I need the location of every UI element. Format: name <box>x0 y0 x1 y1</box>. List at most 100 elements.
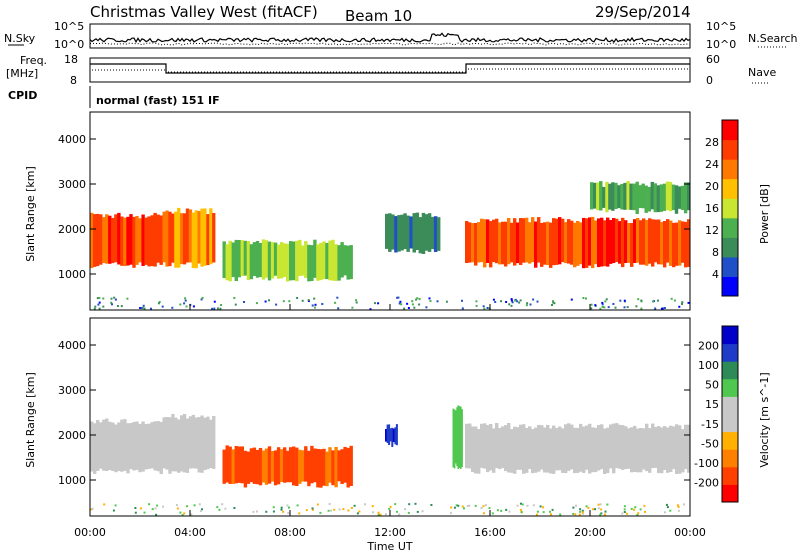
heatmap-cell <box>453 409 456 469</box>
scatter-point <box>521 503 524 506</box>
heatmap-cell <box>273 242 278 276</box>
colorbar-swatch <box>722 178 738 199</box>
heatmap-cell <box>395 424 398 446</box>
heatmap-cell <box>665 181 670 211</box>
heatmap-cell <box>319 449 323 488</box>
scatter-point <box>347 509 350 512</box>
x-tick-label: 12:00 <box>374 526 406 539</box>
heatmap-cell <box>171 213 175 263</box>
nsearch-label: N.Search <box>748 32 798 45</box>
scatter-point <box>330 509 333 512</box>
scatter-point <box>337 307 340 310</box>
heatmap-cell <box>197 211 201 264</box>
scatter-point <box>396 296 399 299</box>
heatmap-cell <box>525 428 529 473</box>
heatmap-cell <box>600 217 604 267</box>
heatmap-cell <box>200 415 204 473</box>
scatter-point <box>600 512 603 515</box>
heatmap-cell <box>510 429 514 473</box>
scatter-point <box>220 304 223 306</box>
scatter-point <box>508 303 511 306</box>
heatmap-cell <box>672 222 676 268</box>
scatter-point <box>516 504 519 507</box>
freq-tick-bottom: 8 <box>70 74 77 87</box>
heatmap-cell <box>279 242 284 279</box>
heatmap-cell <box>165 417 169 470</box>
colorbar-swatch <box>722 237 738 258</box>
heatmap-cell <box>322 241 326 279</box>
scatter-point <box>601 303 604 306</box>
heatmap-cell <box>591 427 595 473</box>
heatmap-cell <box>594 220 598 265</box>
scatter-point <box>654 307 657 310</box>
scatter-point <box>525 304 528 307</box>
heatmap-cell <box>258 243 263 278</box>
scatter-point <box>594 508 596 511</box>
heatmap-cell <box>258 448 263 486</box>
scatter-point <box>579 510 582 513</box>
scatter-point <box>398 302 401 305</box>
heatmap-cell <box>461 409 463 467</box>
scatter-point <box>356 512 359 515</box>
scatter-point <box>604 300 607 303</box>
scatter-point <box>676 504 679 507</box>
beam-label: Beam 10 <box>345 7 412 25</box>
heatmap-cell <box>334 447 338 488</box>
scatter-point <box>110 297 113 300</box>
heatmap-cell <box>153 212 157 267</box>
heatmap-cell <box>678 220 682 266</box>
scatter-point <box>243 301 245 303</box>
heatmap-cell <box>564 222 568 264</box>
heatmap-cell <box>180 415 184 472</box>
heatmap-cell <box>651 423 655 469</box>
heatmap-cell <box>99 422 103 469</box>
heatmap-cell <box>590 182 594 210</box>
heatmap-cell <box>615 218 619 262</box>
scatter-point <box>134 511 137 514</box>
heatmap-cell <box>602 186 606 208</box>
scatter-point <box>657 299 659 302</box>
colorbar-swatch <box>722 361 738 380</box>
heatmap-cell <box>346 447 350 488</box>
scatter-point <box>585 297 587 300</box>
heatmap-cell <box>468 222 472 263</box>
scatter-point <box>421 510 424 513</box>
nsky-right-tick-bottom: 10^0 <box>706 38 736 51</box>
heatmap-cell <box>638 185 642 208</box>
scatter-point <box>590 303 593 306</box>
heatmap-cell <box>623 182 627 210</box>
heatmap-cell <box>611 182 615 211</box>
scatter-point <box>607 306 610 309</box>
heatmap-cell <box>618 424 622 469</box>
scatter-point <box>394 503 397 506</box>
scatter-point <box>582 512 585 515</box>
heatmap-cell <box>307 244 311 282</box>
x-tick-label: 20:00 <box>574 526 606 539</box>
colorbar-swatch <box>722 326 738 345</box>
heatmap-cell <box>546 425 550 473</box>
scatter-point <box>414 502 417 505</box>
nave-tick-top: 60 <box>706 53 720 66</box>
power-y-axis: 1000 2000 3000 4000 <box>58 133 690 281</box>
scatter-point <box>599 307 602 310</box>
scatter-point <box>453 506 456 509</box>
heatmap-cell <box>388 213 392 252</box>
heatmap-cell <box>573 427 577 474</box>
heatmap-cell <box>403 213 407 250</box>
scatter-point <box>399 300 402 303</box>
heatmap-cell <box>188 416 193 469</box>
heatmap-cell <box>593 182 597 209</box>
scatter-point <box>171 306 174 309</box>
scatter-point <box>355 301 358 304</box>
heatmap-cell <box>681 221 685 263</box>
heatmap-cell <box>197 417 201 473</box>
heatmap-cell <box>295 240 299 282</box>
heatmap-cell <box>90 212 94 269</box>
heatmap-cell <box>325 243 329 280</box>
scatter-point <box>670 297 673 300</box>
scatter-point <box>181 514 184 516</box>
freq-panel: Freq. [MHz] 18 8 60 0 Nave <box>6 53 776 87</box>
scatter-point <box>158 301 161 303</box>
heatmap-cell <box>486 219 490 263</box>
scatter-point <box>311 508 314 511</box>
